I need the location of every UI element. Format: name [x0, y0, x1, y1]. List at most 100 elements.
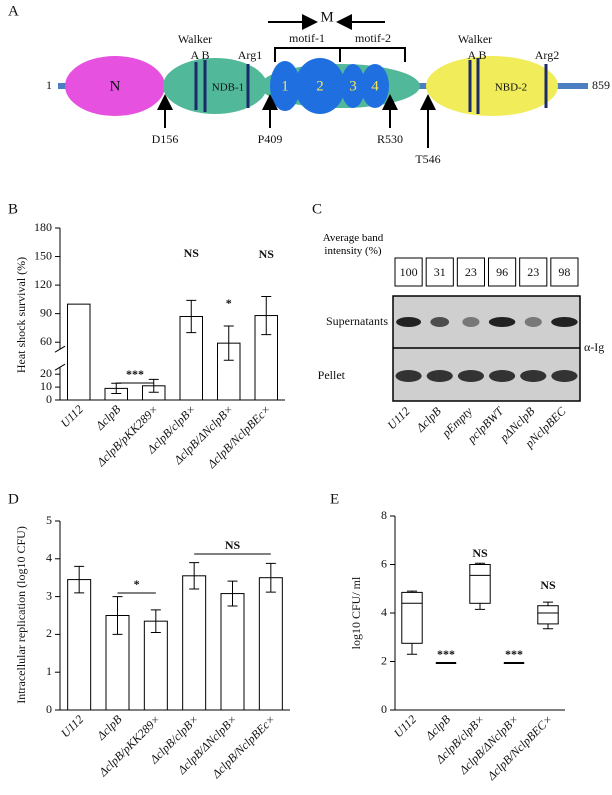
ab-label: A B [467, 48, 486, 62]
motif1-label: motif-1 [289, 31, 325, 45]
intensity-cell [425, 257, 454, 287]
x-tick-label: U112 [58, 402, 86, 430]
y-tick-label: 120 [34, 277, 52, 291]
bar [67, 303, 91, 401]
n-label: N [110, 78, 121, 94]
walker-label: Walker [458, 32, 492, 46]
significance-label: NS [259, 247, 275, 261]
box [401, 591, 423, 644]
bar [258, 577, 283, 711]
panel-label: C [312, 201, 322, 217]
end-label: 859 [592, 78, 610, 92]
x-tick-label: U112 [58, 712, 86, 740]
m-label: M [320, 9, 333, 25]
significance-label: *** [126, 367, 144, 381]
panel-label: B [8, 201, 18, 217]
x-tick-label: U112 [391, 712, 419, 740]
intensity-cell [519, 257, 548, 287]
y-tick-label: 20 [40, 366, 52, 380]
significance-label: NS [472, 546, 488, 560]
site-label: P409 [258, 132, 283, 146]
intensity-cell [394, 257, 423, 287]
motif-number: 1 [281, 78, 289, 94]
intensity-value: 23 [465, 265, 477, 279]
motif-number: 3 [349, 78, 357, 94]
y-tick-label: 0 [46, 702, 52, 716]
band [426, 370, 453, 382]
intensity-value: 31 [434, 265, 446, 279]
y-tick-label: 180 [34, 220, 52, 234]
y-tick-label: 8 [381, 508, 387, 522]
error-bar [112, 596, 123, 635]
band [462, 317, 480, 327]
nbd1-domain [163, 58, 267, 114]
intensity-cell [456, 257, 486, 287]
bar [220, 593, 245, 711]
pellet-label: Pellet [318, 368, 346, 382]
y-tick-label: 0 [46, 392, 52, 406]
motif-number: 2 [316, 78, 324, 94]
band [488, 317, 516, 327]
y-tick-label: 90 [40, 305, 52, 319]
significance-label: NS [184, 246, 200, 260]
panel-label: D [8, 491, 19, 507]
n-domain [65, 56, 165, 116]
intensity-value: 100 [400, 265, 418, 279]
box [537, 605, 559, 625]
panel-label: A [8, 3, 19, 19]
band [430, 317, 450, 327]
significance-label: *** [505, 647, 523, 661]
y-tick-label: 4 [381, 605, 387, 619]
band-header: Average band intensity (%) [322, 232, 384, 257]
motif-number: 4 [371, 78, 379, 94]
site-label: T546 [415, 152, 440, 166]
y-tick-label: 1 [46, 664, 52, 678]
start-label: 1 [46, 78, 52, 92]
y-axis-label: Heat shock survival (%) [14, 257, 28, 373]
nbd1-label: NDB-1 [212, 82, 244, 94]
significance-label: NS [540, 578, 556, 592]
error-bar [186, 299, 197, 334]
band [396, 317, 422, 327]
error-bar [189, 562, 200, 590]
arg2-label: Arg2 [535, 48, 559, 62]
bar [182, 575, 207, 711]
significance-label: * [134, 577, 140, 591]
y-tick-label: 3 [46, 588, 52, 602]
y-tick-label: 2 [46, 626, 52, 640]
error-bar [227, 580, 238, 607]
significance-label: NS [225, 538, 241, 552]
y-tick-label: 0 [381, 702, 387, 716]
y-tick-label: 60 [40, 334, 52, 348]
error-bar [223, 325, 234, 361]
significance-label: * [226, 296, 232, 310]
intensity-value: 98 [558, 265, 570, 279]
box [469, 564, 491, 604]
site-label: R530 [377, 132, 403, 146]
band [520, 370, 547, 382]
antibody-label: α-Ig [584, 340, 604, 354]
y-tick-label: 4 [46, 551, 52, 565]
y-tick-label: 6 [381, 556, 387, 570]
y-axis-label: log10 CFU/ ml [349, 576, 363, 649]
supernatants-label: Supernatants [326, 314, 388, 328]
site-label: D156 [152, 132, 179, 146]
arg1-label: Arg1 [238, 48, 262, 62]
band [524, 317, 542, 327]
y-tick-label: 10 [40, 379, 52, 393]
nbd2-label: NBD-2 [495, 82, 527, 94]
y-tick-label: 5 [46, 513, 52, 527]
walker-label: Walker [178, 32, 212, 46]
motif [295, 58, 345, 114]
x-tick-label: ΔclpB [422, 712, 454, 744]
band [551, 370, 578, 382]
band [551, 317, 578, 327]
bar [143, 620, 168, 711]
bar [67, 579, 92, 711]
error-bar [148, 378, 159, 393]
panel-label: E [330, 491, 339, 507]
error-bar [261, 296, 272, 336]
band [457, 370, 485, 382]
